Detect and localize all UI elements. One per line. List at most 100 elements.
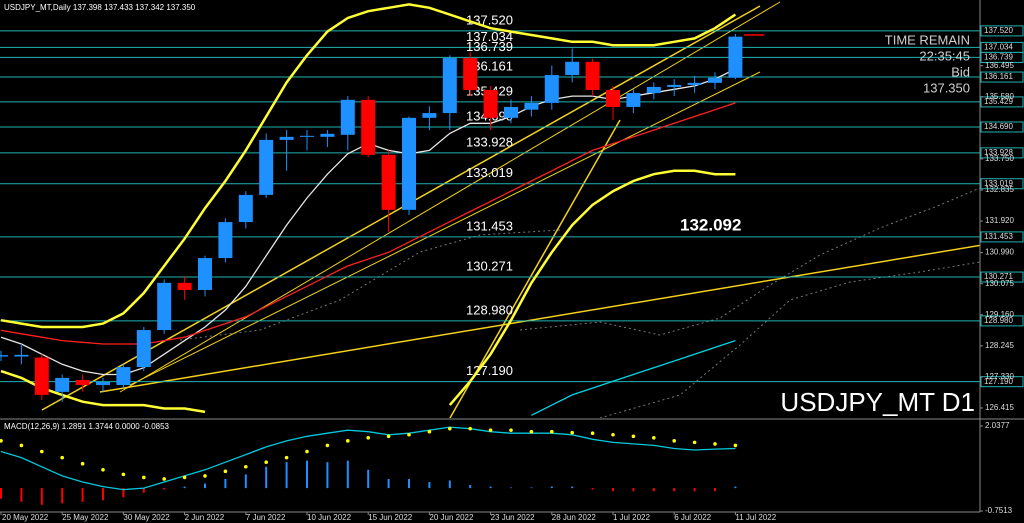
level-axis-label: 134.690	[984, 122, 1013, 131]
signal-dot	[427, 429, 432, 434]
signal-dot	[713, 442, 717, 446]
candle-body	[402, 117, 416, 210]
level-axis-label: 137.034	[984, 43, 1013, 52]
signal-dot	[264, 460, 269, 464]
level-box	[980, 121, 1024, 133]
macd-histogram-bar	[265, 466, 268, 489]
x-tick-label: 1 Jul 2022	[613, 513, 650, 522]
level-box	[980, 178, 1024, 190]
candle-body	[361, 99, 376, 155]
candle-body	[177, 282, 192, 290]
level-axis-label: 127.190	[984, 377, 1013, 386]
y-tick-label: -0.7513	[985, 506, 1013, 515]
candle-body	[463, 58, 478, 90]
signal-dot	[284, 455, 289, 460]
level-box	[980, 376, 1024, 388]
y-tick-label: 130.990	[985, 248, 1014, 257]
x-tick-label: 10 Jun 2022	[307, 513, 352, 522]
x-tick-label: 28 Jun 2022	[552, 513, 597, 522]
watermark: USDJPY_MT D1	[780, 387, 975, 417]
candle-body	[544, 75, 559, 103]
candle-body	[606, 89, 620, 107]
macd-histogram-bar	[550, 486, 553, 489]
signal-dot	[488, 428, 493, 432]
trendline	[99, 244, 980, 393]
trendline	[41, 5, 761, 411]
level-label: 133.928	[466, 134, 513, 149]
level-box	[980, 25, 1024, 37]
candle-body	[116, 367, 131, 386]
x-tick-label: 7 Jun 2022	[246, 513, 286, 522]
signal-dot	[19, 443, 24, 448]
candle-body	[75, 379, 90, 386]
level-box	[980, 71, 1024, 83]
signal-dot	[0, 439, 3, 443]
candle-body	[300, 135, 314, 137]
x-tick-label: 23 Jun 2022	[491, 513, 536, 522]
y-tick-label: 135.580	[985, 92, 1014, 101]
signal-dot	[182, 475, 187, 480]
ichimoku-cloud	[179, 187, 980, 418]
candle-body	[646, 86, 661, 94]
level-box	[980, 147, 1024, 159]
macd-histogram-bar	[612, 488, 614, 492]
macd-panel	[0, 426, 738, 505]
macd-histogram-bar	[591, 488, 594, 490]
signal-dot	[407, 432, 411, 437]
macd-histogram-bar	[163, 488, 166, 490]
level-axis-label: 133.019	[984, 179, 1013, 188]
trendline	[449, 119, 621, 418]
candle-body	[626, 93, 641, 107]
macd-histogram-bar	[40, 488, 43, 505]
indicator-line	[0, 102, 736, 345]
y-tick-label: 129.160	[985, 310, 1014, 319]
macd-histogram-bar	[122, 488, 125, 498]
signal-dot	[509, 428, 513, 432]
y-tick-label: 130.075	[985, 279, 1014, 288]
macd-histogram-bar	[20, 488, 23, 502]
signal-dot	[386, 434, 391, 439]
candle-body	[728, 36, 743, 78]
macd-line	[0, 426, 736, 491]
candle-body	[340, 99, 355, 135]
level-box	[980, 315, 1024, 327]
signal-dot	[142, 475, 146, 480]
candle-body	[483, 89, 498, 118]
macd-title: MACD(12,26,9) 1.2891 1.3744 0.0000 -0.08…	[4, 422, 170, 431]
level-label: 136.739	[466, 39, 513, 54]
candle-body	[14, 354, 29, 357]
macd-histogram-bar	[510, 487, 512, 489]
x-tick-label: 25 May 2022	[62, 513, 109, 522]
level-axis-label: 136.739	[984, 53, 1013, 62]
level-axis-label: 131.453	[984, 232, 1013, 241]
bid-label: Bid	[951, 64, 970, 79]
macd-histogram-bar	[367, 469, 370, 489]
signal-dot	[590, 431, 595, 436]
signal-dot	[244, 464, 248, 469]
candle-body	[442, 58, 457, 114]
x-tick-label: 2 Jun 2022	[185, 513, 225, 522]
signal-dot	[550, 429, 554, 434]
annotation: 132.092	[680, 215, 741, 234]
signal-dot	[468, 426, 473, 431]
candle-body	[157, 282, 172, 331]
level-box	[980, 271, 1024, 283]
candle-body	[381, 154, 396, 210]
signal-dot	[80, 461, 85, 466]
level-axis-label: 136.161	[984, 72, 1013, 81]
macd-histogram-bar	[81, 488, 84, 502]
candle-body	[198, 258, 212, 290]
macd-histogram-bar	[693, 488, 696, 492]
level-label: 128.980	[466, 302, 513, 317]
macd-histogram-bar	[489, 486, 492, 489]
macd-histogram-bar	[285, 462, 288, 489]
signal-dot	[692, 440, 697, 445]
x-tick-label: 6 Jul 2022	[674, 513, 711, 522]
signal-dot	[162, 477, 166, 481]
candle-body	[667, 84, 682, 87]
candle-body	[320, 133, 335, 137]
macd-histogram-bar	[571, 486, 574, 489]
macd-histogram-bar	[0, 488, 2, 499]
candle-body	[259, 139, 274, 195]
